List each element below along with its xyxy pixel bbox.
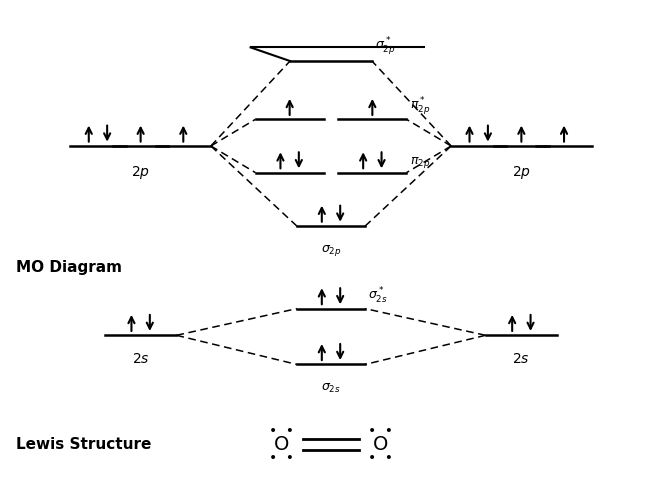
Text: $2p$: $2p$ — [131, 164, 150, 182]
Text: Lewis Structure: Lewis Structure — [16, 437, 152, 452]
Text: $\sigma_{2s}$: $\sigma_{2s}$ — [321, 382, 341, 395]
Text: $\sigma^*_{2s}$: $\sigma^*_{2s}$ — [369, 286, 389, 306]
Text: $\pi^*_{2p}$: $\pi^*_{2p}$ — [410, 95, 430, 117]
Text: O: O — [274, 435, 289, 454]
Text: $\sigma^*_{2p}$: $\sigma^*_{2p}$ — [375, 35, 396, 57]
Text: $2p$: $2p$ — [512, 164, 531, 182]
Text: O: O — [373, 435, 388, 454]
Text: • •: • • — [368, 451, 393, 465]
Text: MO Diagram: MO Diagram — [16, 260, 122, 275]
Text: $\pi_{2p}$: $\pi_{2p}$ — [410, 155, 430, 170]
Text: $\sigma_{2p}$: $\sigma_{2p}$ — [320, 243, 342, 258]
Text: $2s$: $2s$ — [512, 353, 530, 366]
Text: $2s$: $2s$ — [132, 353, 150, 366]
Text: • •: • • — [368, 424, 393, 438]
Text: • •: • • — [269, 451, 294, 465]
Text: • •: • • — [269, 424, 294, 438]
